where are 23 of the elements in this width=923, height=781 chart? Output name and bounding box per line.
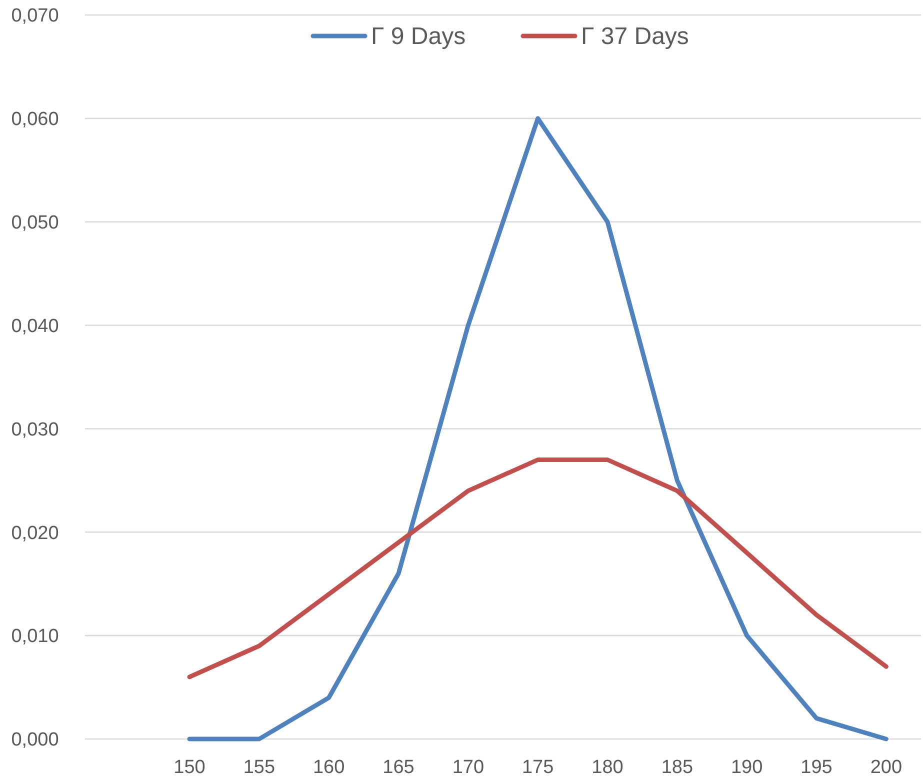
y-tick-label: 0,050 [11, 212, 59, 234]
y-tick-label: 0,040 [11, 316, 59, 337]
x-tick-label: 185 [661, 757, 694, 778]
x-tick-label: 150 [174, 757, 206, 778]
legend-label: Γ 37 Days [581, 23, 689, 50]
y-tick-label: 0,060 [11, 109, 59, 130]
legend-label: Γ 9 Days [371, 23, 466, 50]
x-tick-label: 165 [382, 757, 414, 778]
x-tick-label: 170 [452, 757, 484, 778]
x-tick-label: 195 [800, 757, 832, 778]
y-tick-label: 0,070 [11, 6, 59, 27]
x-tick-label: 155 [243, 757, 276, 778]
x-tick-label: 160 [312, 757, 345, 778]
x-tick-label: 175 [522, 757, 554, 778]
line-series [187, 116, 888, 742]
line-series [187, 457, 888, 680]
x-tick-label: 180 [592, 757, 624, 778]
y-tick-label: 0,020 [11, 522, 59, 544]
x-tick-label: 190 [730, 757, 763, 778]
y-tick-label: 0,030 [11, 419, 59, 440]
x-tick-label: 200 [870, 757, 902, 778]
y-tick-label: 0,010 [11, 626, 59, 648]
y-tick-label: 0,000 [11, 730, 59, 751]
